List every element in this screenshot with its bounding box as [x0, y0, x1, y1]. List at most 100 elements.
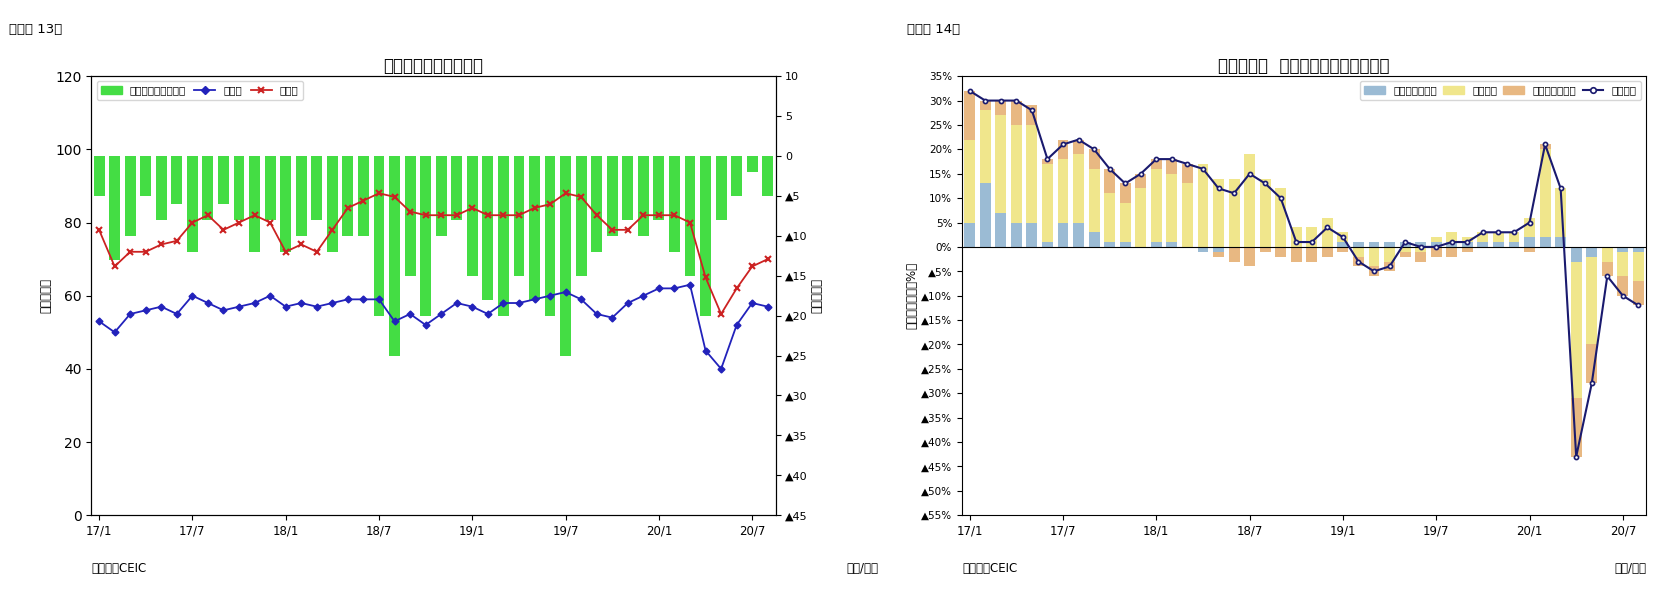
Bar — [653, 156, 665, 220]
Bar — [1027, 125, 1037, 222]
Bar — [715, 156, 727, 220]
Bar — [560, 156, 572, 356]
Bar — [1462, 247, 1472, 252]
Bar — [1074, 154, 1084, 222]
Bar — [1197, 247, 1209, 252]
Bar — [248, 156, 260, 252]
Bar — [1477, 232, 1489, 242]
Bar — [1462, 242, 1472, 247]
Y-axis label: （億ドル）: （億ドル） — [810, 278, 823, 313]
Bar — [1135, 174, 1147, 188]
Bar — [1540, 144, 1550, 149]
Bar — [1150, 169, 1162, 242]
Bar — [1275, 188, 1287, 247]
Bar — [995, 213, 1007, 247]
Bar — [1447, 242, 1457, 247]
Bar — [1244, 154, 1255, 247]
Title: フィリピン  輸出の伸び率（品目別）: フィリピン 輸出の伸び率（品目別） — [1219, 57, 1390, 75]
Bar — [1602, 247, 1612, 262]
Y-axis label: （億ドル）: （億ドル） — [40, 278, 52, 313]
Bar — [1462, 237, 1472, 242]
Bar — [1570, 398, 1582, 456]
Bar — [964, 222, 975, 247]
Bar — [1010, 125, 1022, 222]
Bar — [732, 156, 742, 196]
Bar — [1322, 247, 1334, 256]
Bar — [592, 156, 602, 252]
Legend: 一次産品・燃料, 電子製品, その他製品など, 輸出合計: 一次産品・燃料, 電子製品, その他製品など, 輸出合計 — [1360, 81, 1640, 99]
Text: （年/月）: （年/月） — [847, 562, 879, 575]
Bar — [1182, 183, 1194, 247]
Bar — [1369, 242, 1380, 247]
Bar — [668, 156, 680, 252]
Bar — [1337, 242, 1349, 247]
Bar — [964, 140, 975, 222]
Bar — [1430, 237, 1442, 242]
Bar — [1244, 247, 1255, 267]
Bar — [467, 156, 478, 276]
Bar — [482, 156, 493, 300]
Bar — [342, 156, 353, 236]
Bar — [1570, 262, 1582, 398]
Bar — [1509, 242, 1519, 247]
Text: （資料）CEIC: （資料）CEIC — [92, 562, 147, 575]
Bar — [1337, 247, 1349, 252]
Text: （図表 13）: （図表 13） — [10, 23, 62, 37]
Bar — [980, 183, 990, 247]
Bar — [498, 156, 508, 316]
Bar — [1167, 174, 1177, 242]
Bar — [607, 156, 618, 236]
Bar — [1447, 232, 1457, 242]
Bar — [172, 156, 182, 204]
Bar — [1042, 164, 1054, 242]
Bar — [995, 101, 1007, 115]
Bar — [1057, 140, 1069, 159]
Bar — [980, 110, 990, 183]
Bar — [93, 156, 105, 196]
Bar — [762, 156, 773, 196]
Bar — [1197, 164, 1209, 247]
Bar — [995, 115, 1007, 213]
Bar — [1027, 105, 1037, 125]
Bar — [1384, 242, 1395, 247]
Bar — [1042, 242, 1054, 247]
Bar — [1104, 169, 1115, 193]
Bar — [1120, 203, 1130, 242]
Bar — [1042, 159, 1054, 164]
Bar — [1524, 217, 1535, 237]
Bar — [1494, 242, 1504, 247]
Bar — [1229, 179, 1240, 247]
Bar — [1074, 222, 1084, 247]
Bar — [1135, 188, 1147, 247]
Bar — [1322, 217, 1334, 247]
Bar — [1617, 252, 1629, 276]
Bar — [108, 156, 120, 260]
Bar — [1587, 344, 1597, 383]
Bar — [747, 156, 758, 172]
Bar — [1089, 149, 1100, 169]
Bar — [1415, 252, 1427, 262]
Bar — [358, 156, 368, 236]
Bar — [964, 91, 975, 140]
Bar — [373, 156, 385, 316]
Bar — [1540, 149, 1550, 237]
Bar — [1260, 179, 1270, 247]
Bar — [1415, 247, 1427, 252]
Bar — [545, 156, 555, 316]
Bar — [1477, 242, 1489, 247]
Bar — [1602, 262, 1612, 276]
Bar — [1634, 247, 1644, 252]
Bar — [265, 156, 275, 220]
Bar — [1524, 247, 1535, 252]
Bar — [1307, 247, 1317, 262]
Bar — [233, 156, 245, 220]
Bar — [1150, 159, 1162, 169]
Bar — [218, 156, 228, 204]
Bar — [187, 156, 198, 252]
Bar — [1214, 247, 1224, 252]
Bar — [1524, 237, 1535, 247]
Bar — [1430, 242, 1442, 247]
Bar — [202, 156, 213, 220]
Bar — [700, 156, 712, 316]
Bar — [1089, 232, 1100, 247]
